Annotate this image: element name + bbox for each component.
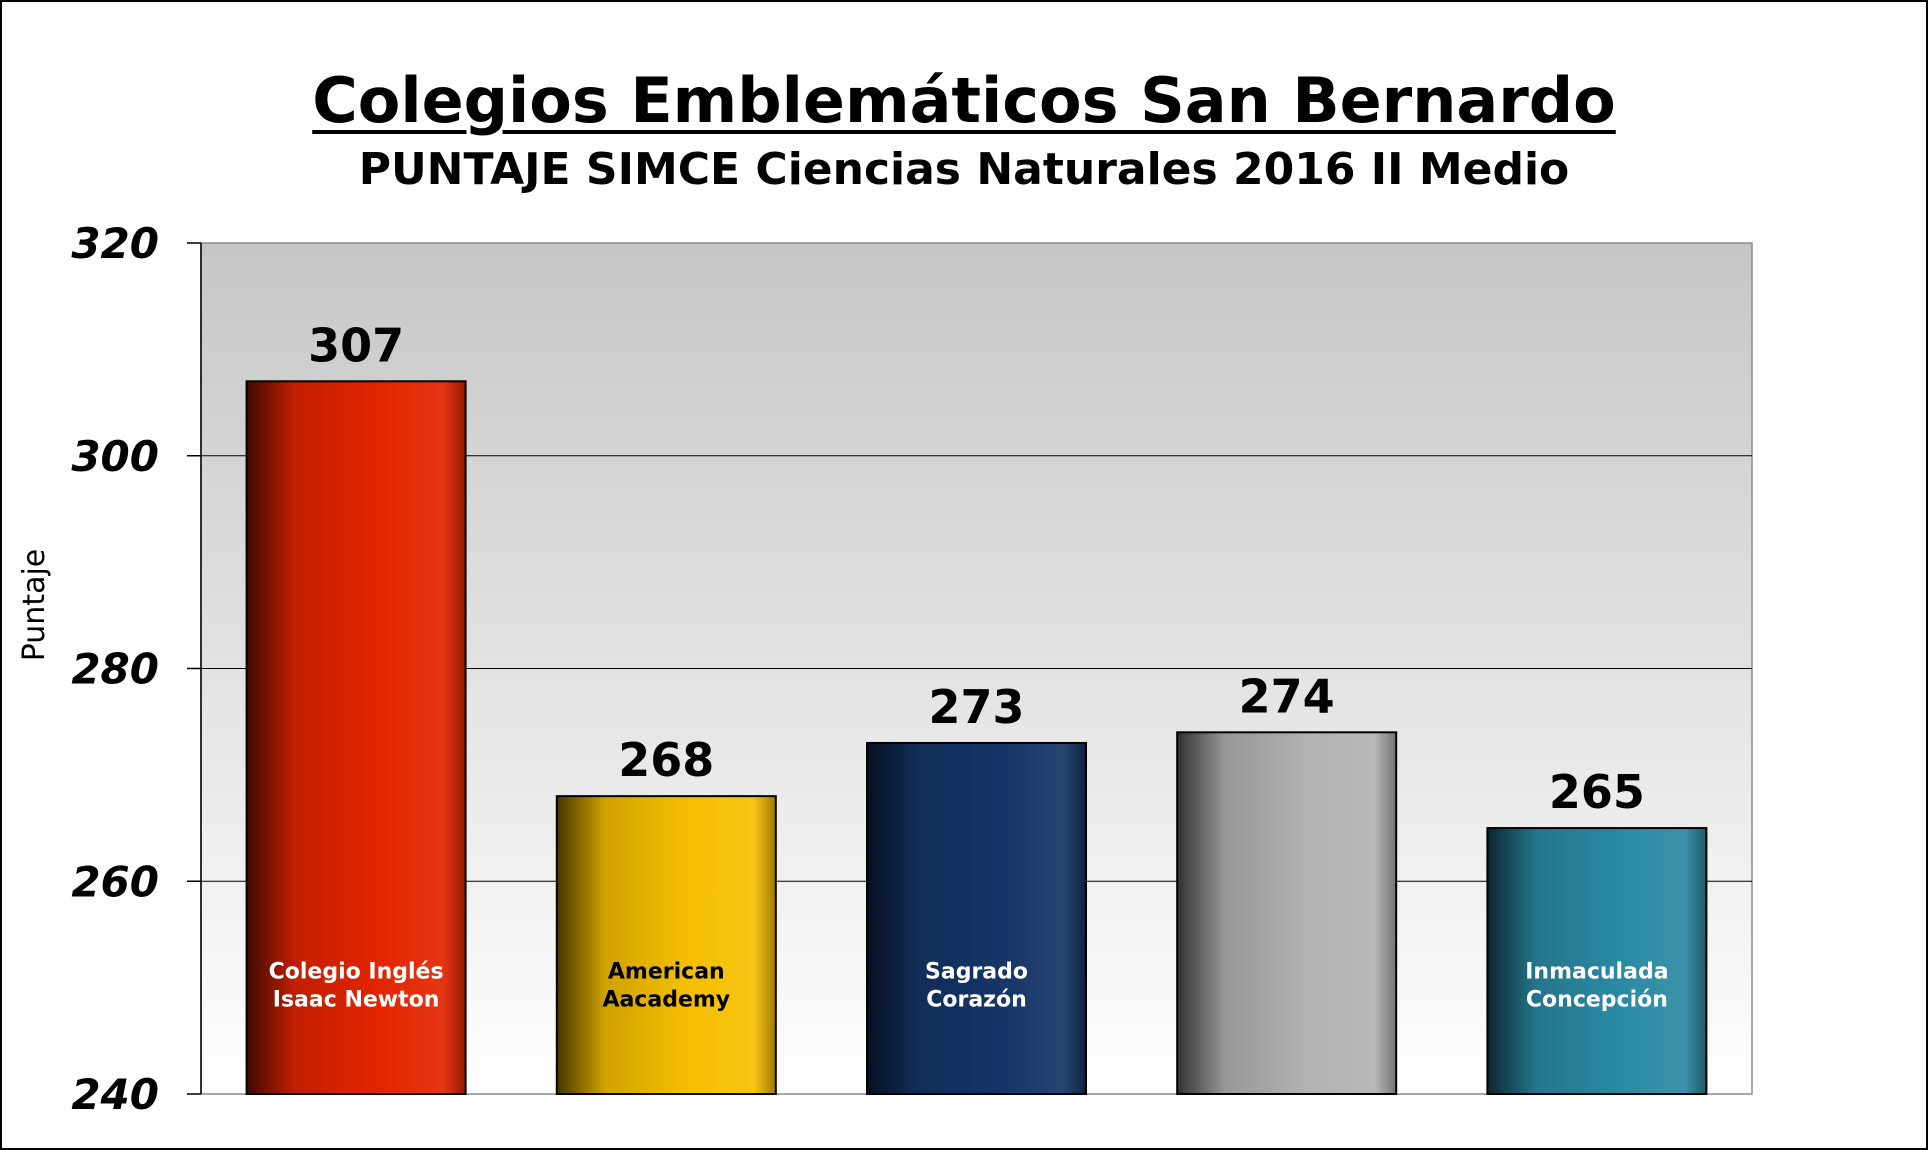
bar <box>1176 731 1398 1095</box>
bar <box>555 795 777 1096</box>
y-axis-label: Puntaje <box>17 549 52 662</box>
y-tick-label: 260 <box>71 857 159 906</box>
category-label: Sagrado Corazón <box>925 960 1028 1013</box>
y-axis: 240 260 280 300 320 <box>71 219 202 1119</box>
category-label: American Aacademy <box>602 960 730 1013</box>
data-label: 265 <box>1549 765 1645 819</box>
bars <box>245 380 1708 1096</box>
y-tick-label: 240 <box>71 1070 159 1119</box>
bar <box>245 380 467 1096</box>
y-tick-label: 320 <box>71 219 159 268</box>
data-label: 273 <box>928 680 1024 734</box>
category-label: Colegio Inglés Isaac Newton <box>269 960 444 1013</box>
bar <box>1486 827 1708 1095</box>
data-label: 307 <box>308 318 404 372</box>
bar <box>866 741 1087 1096</box>
data-labels: 307 Colegio Inglés Isaac Newton 268 American… <box>269 318 1669 1012</box>
data-label: 268 <box>618 733 714 787</box>
chart-subtitle: PUNTAJE SIMCE Ciencias Naturales 2016 II… <box>358 144 1570 195</box>
y-tick-label: 300 <box>71 432 159 481</box>
data-label: 274 <box>1239 669 1335 723</box>
y-tick-label: 280 <box>71 645 159 694</box>
category-label: Inmaculada Concepción <box>1525 960 1668 1013</box>
chart-title: Colegios Emblemáticos San Bernardo <box>312 64 1616 137</box>
